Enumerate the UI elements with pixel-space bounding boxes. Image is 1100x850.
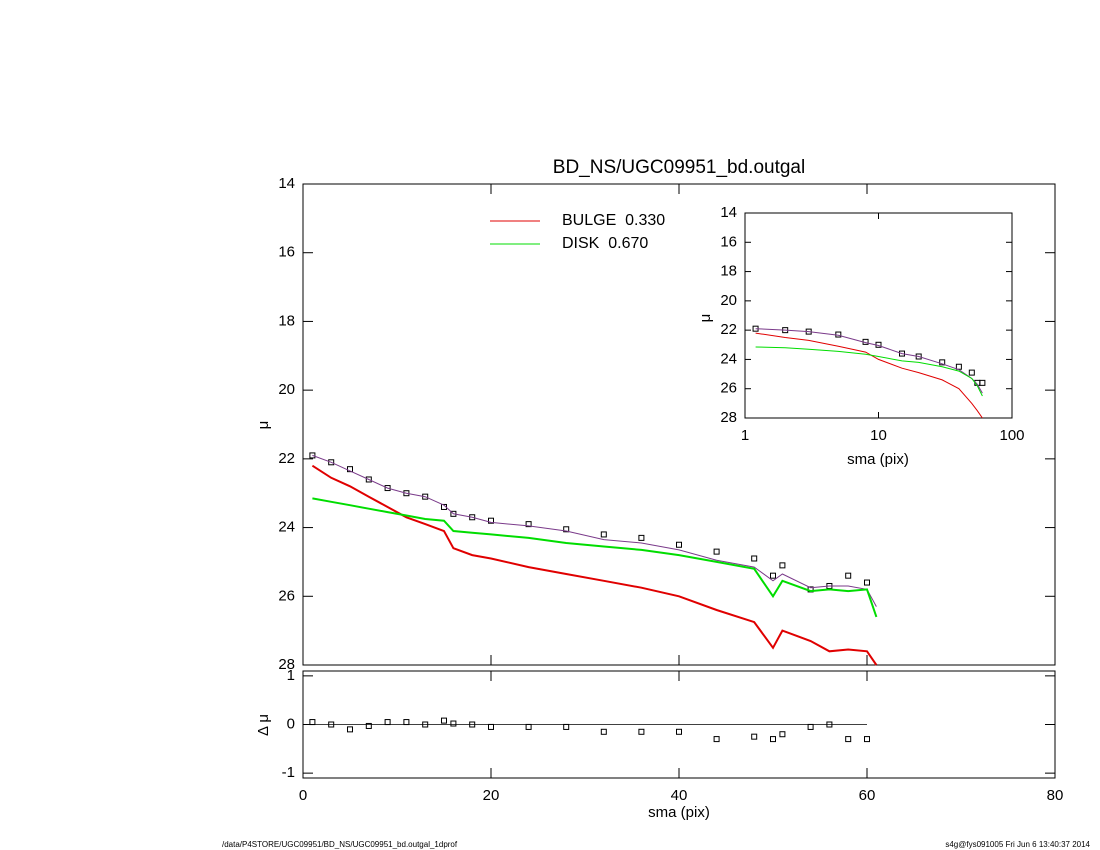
data-point [807,723,814,730]
data-point [328,459,335,466]
data-point [488,517,494,524]
data-point [384,485,391,492]
y-tick-label: 18 [720,263,737,280]
y-tick-label: 16 [278,244,295,261]
data-point [525,723,532,730]
x-tick-label: 1 [741,427,749,444]
y-tick-label: 28 [720,409,737,426]
data-point [469,721,476,728]
data-point [845,736,852,743]
x-tick-label: 0 [299,787,307,804]
x-tick-label: 100 [999,427,1024,444]
data-point [488,723,494,730]
data-point [864,579,870,586]
data-point [979,379,986,386]
y-tick-label: 20 [720,292,737,309]
model-line [311,464,878,666]
data-point [563,723,570,730]
x-tick-label: 20 [483,787,500,804]
data-point [328,721,335,728]
y-tick-label: -1 [282,764,295,781]
y-tick-label: 0 [287,715,295,732]
data-point [676,728,682,735]
model-line [755,332,983,419]
legend-label: DISK 0.670 [562,235,648,252]
data-point [638,728,645,735]
data-point [713,736,720,743]
data-point [968,369,975,376]
data-point [441,717,447,724]
data-point [563,526,570,533]
data-point [365,476,372,483]
y-label: Δ μ [255,714,272,736]
data-point [845,572,852,579]
data-point [713,548,720,555]
y-tick-label: 16 [720,233,737,250]
data-point [384,719,391,726]
data-point [751,733,758,740]
y-tick-label: 22 [278,450,295,467]
data-point [770,572,776,579]
data-point [600,531,607,538]
model-line [312,497,878,618]
y-tick-label: 1 [287,667,295,684]
model-line [312,454,877,607]
data-point [403,719,410,726]
x-label: sma (pix) [847,451,909,468]
x-tick-label: 80 [1047,787,1064,804]
data-point [779,731,786,738]
y-tick-label: 14 [720,204,737,221]
data-point [365,722,372,729]
chart-title: BD_NS/UGC09951_bd.outgal [553,157,805,178]
data-point [450,720,457,727]
y-label: μ [697,314,714,323]
y-tick-label: 14 [278,175,295,192]
data-point [525,521,532,528]
y-tick-label: 20 [278,381,295,398]
data-point [676,541,682,548]
x-tick-label: 60 [859,787,876,804]
data-point [751,555,758,562]
x-tick-label: 10 [870,427,887,444]
data-point [347,466,353,473]
data-point [422,721,429,728]
y-tick-label: 24 [278,519,295,536]
data-point [600,728,607,735]
data-point [779,562,786,569]
footer-path: /data/P4STORE/UGC09951/BD_NS/UGC09951_bd… [222,840,458,849]
data-point [864,736,870,743]
data-point [347,726,353,733]
x-tick-label: 40 [671,787,688,804]
y-tick-label: 24 [720,350,737,367]
y-tick-label: 28 [278,656,295,673]
y-tick-label: 26 [720,380,737,397]
footer-stamp: s4g@fys091005 Fri Jun 6 13:40:37 2014 [945,840,1090,849]
y-label: μ [255,421,272,430]
model-line [755,346,983,397]
y-tick-label: 22 [720,321,737,338]
data-point [826,721,833,728]
data-point [309,452,316,459]
y-tick-label: 18 [278,312,295,329]
data-point [638,534,645,541]
legend-label: BULGE 0.330 [562,212,665,229]
y-tick-label: 26 [278,587,295,604]
data-point [309,719,316,726]
inset-frame [744,212,1013,419]
data-point [770,736,776,743]
x-label: sma (pix) [648,804,710,821]
data-point [939,359,946,366]
